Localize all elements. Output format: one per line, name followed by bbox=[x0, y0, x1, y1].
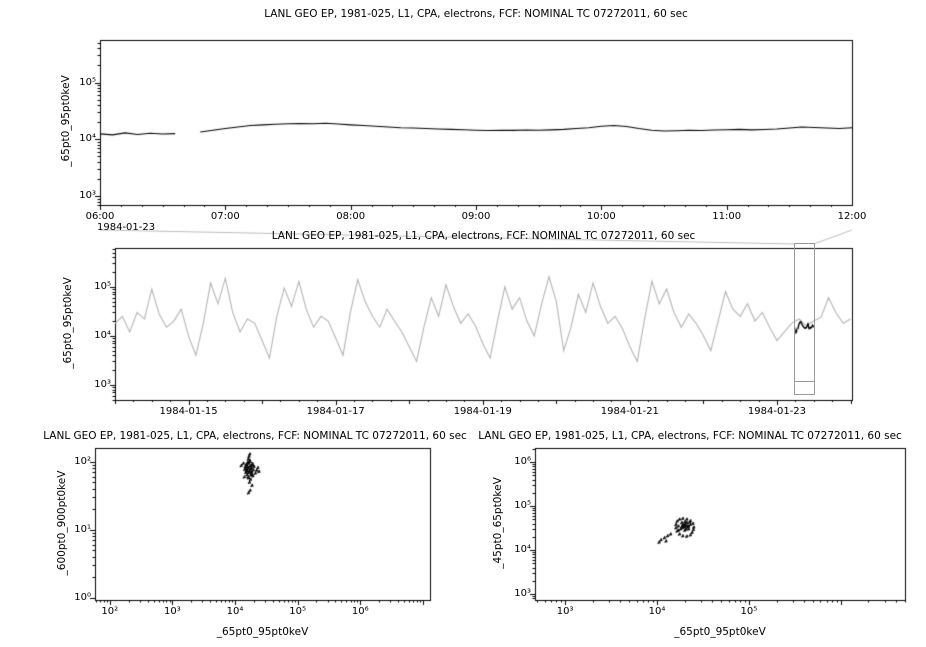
selection-handle-bar[interactable] bbox=[794, 381, 815, 382]
x-axis-label-scatter-left: _65pt0_95pt0keV bbox=[216, 626, 309, 638]
context-date-label: 1984-01-23 bbox=[97, 222, 156, 233]
panel-title-scatter-left: LANL GEO EP, 1981-025, L1, CPA, electron… bbox=[43, 430, 467, 442]
y-axis-label-timeseries: _65pt0_95pt0keV bbox=[60, 75, 72, 167]
panel-title-timeseries: LANL GEO EP, 1981-025, L1, CPA, electron… bbox=[264, 8, 688, 20]
panel-title-context: LANL GEO EP, 1981-025, L1, CPA, electron… bbox=[271, 230, 696, 242]
x-axis-label-scatter-right: _65pt0_95pt0keV bbox=[674, 626, 766, 638]
y-axis-label-context: _65pt0_95pt0keV bbox=[62, 277, 74, 369]
panel-title-scatter-right: LANL GEO EP, 1981-025, L1, CPA, electron… bbox=[478, 430, 902, 442]
selection-box[interactable] bbox=[794, 243, 815, 395]
y-axis-label-scatter-left: _600pt0_900pt0keV bbox=[56, 470, 68, 576]
y-axis-label-scatter-right: _45pt0_65pt0keV bbox=[492, 477, 504, 569]
